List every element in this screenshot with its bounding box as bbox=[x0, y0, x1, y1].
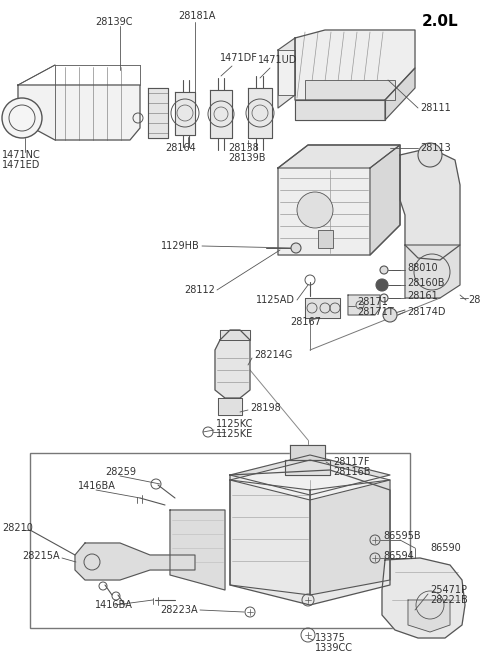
Polygon shape bbox=[248, 88, 272, 138]
Text: 1125KE: 1125KE bbox=[216, 429, 253, 439]
Polygon shape bbox=[148, 88, 168, 138]
Polygon shape bbox=[218, 398, 242, 415]
Polygon shape bbox=[220, 330, 250, 340]
Text: 86590: 86590 bbox=[430, 543, 461, 553]
Text: 1125AD: 1125AD bbox=[256, 295, 295, 305]
Polygon shape bbox=[285, 460, 330, 475]
Text: 28259: 28259 bbox=[105, 467, 136, 477]
Text: 28161: 28161 bbox=[407, 291, 438, 301]
Text: 86595B: 86595B bbox=[383, 531, 420, 541]
Polygon shape bbox=[385, 68, 415, 120]
Text: 28198: 28198 bbox=[250, 403, 281, 413]
Polygon shape bbox=[295, 30, 415, 100]
Text: 28139C: 28139C bbox=[95, 17, 132, 27]
Circle shape bbox=[291, 243, 301, 253]
Polygon shape bbox=[370, 145, 400, 255]
Polygon shape bbox=[230, 480, 310, 595]
Text: 1471UD: 1471UD bbox=[258, 55, 298, 65]
Text: 28221B: 28221B bbox=[430, 595, 468, 605]
Text: 28223A: 28223A bbox=[160, 605, 198, 615]
Circle shape bbox=[380, 266, 388, 274]
Text: 25471P: 25471P bbox=[430, 585, 467, 595]
Text: 13375: 13375 bbox=[315, 633, 346, 643]
Text: 28171: 28171 bbox=[357, 297, 388, 307]
Text: 1471DF: 1471DF bbox=[220, 53, 258, 63]
Text: 28111: 28111 bbox=[420, 103, 451, 113]
Text: 1471ED: 1471ED bbox=[2, 160, 40, 170]
Circle shape bbox=[297, 192, 333, 228]
Circle shape bbox=[2, 98, 42, 138]
Text: 86594: 86594 bbox=[383, 551, 414, 561]
Text: 28210: 28210 bbox=[2, 523, 33, 533]
Polygon shape bbox=[382, 558, 465, 638]
Text: 1471NC: 1471NC bbox=[2, 150, 41, 160]
Text: 28174D: 28174D bbox=[407, 307, 445, 317]
Polygon shape bbox=[408, 600, 450, 632]
Text: 1416BA: 1416BA bbox=[78, 481, 116, 491]
Polygon shape bbox=[175, 92, 195, 135]
Circle shape bbox=[376, 279, 388, 291]
Polygon shape bbox=[18, 85, 140, 140]
Polygon shape bbox=[230, 460, 390, 500]
Polygon shape bbox=[310, 480, 390, 595]
Text: 28171T: 28171T bbox=[357, 307, 394, 317]
Text: 28214G: 28214G bbox=[254, 350, 292, 360]
Polygon shape bbox=[170, 510, 225, 590]
Text: 2.0L: 2.0L bbox=[422, 15, 458, 29]
Text: 88010: 88010 bbox=[407, 263, 438, 273]
Polygon shape bbox=[230, 470, 390, 605]
Circle shape bbox=[418, 143, 442, 167]
Text: 28160B: 28160B bbox=[407, 278, 444, 288]
Polygon shape bbox=[400, 148, 460, 260]
Polygon shape bbox=[230, 455, 390, 495]
Text: 28113: 28113 bbox=[420, 143, 451, 153]
Text: 28164: 28164 bbox=[165, 143, 196, 153]
Bar bbox=[30, 453, 410, 628]
Polygon shape bbox=[210, 90, 232, 138]
Polygon shape bbox=[278, 50, 295, 95]
Circle shape bbox=[383, 308, 397, 322]
Text: 1129HB: 1129HB bbox=[161, 241, 200, 251]
Polygon shape bbox=[405, 245, 460, 298]
Text: 1416BA: 1416BA bbox=[95, 600, 133, 610]
Polygon shape bbox=[75, 543, 195, 580]
Bar bbox=[305, 80, 395, 100]
Text: 28211F: 28211F bbox=[468, 295, 480, 305]
Text: 28112: 28112 bbox=[184, 285, 215, 295]
Text: 28181A: 28181A bbox=[178, 11, 216, 21]
Bar bbox=[318, 230, 333, 248]
Polygon shape bbox=[305, 298, 340, 318]
Polygon shape bbox=[348, 295, 380, 315]
Circle shape bbox=[380, 294, 388, 302]
Text: 28139B: 28139B bbox=[228, 153, 265, 163]
Text: 1125KC: 1125KC bbox=[216, 419, 253, 429]
Polygon shape bbox=[290, 445, 325, 460]
Polygon shape bbox=[295, 100, 385, 120]
Text: 28116B: 28116B bbox=[333, 467, 371, 477]
Text: 1339CC: 1339CC bbox=[315, 643, 353, 653]
Text: 28167: 28167 bbox=[290, 317, 321, 327]
Polygon shape bbox=[278, 145, 400, 255]
Polygon shape bbox=[278, 145, 400, 168]
Text: 28215A: 28215A bbox=[23, 551, 60, 561]
Text: 28138: 28138 bbox=[228, 143, 259, 153]
Polygon shape bbox=[278, 38, 295, 108]
Polygon shape bbox=[215, 330, 250, 398]
Text: 28117F: 28117F bbox=[333, 457, 370, 467]
